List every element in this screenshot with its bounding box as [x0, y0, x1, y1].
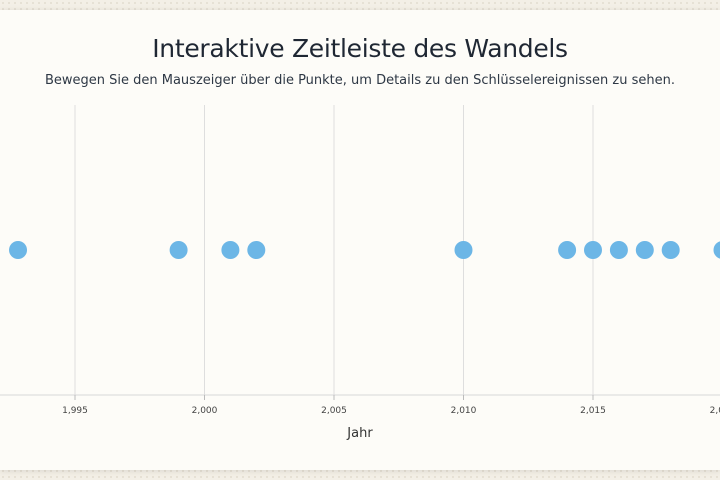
tick-label-2020: 2,020	[710, 406, 720, 416]
x-axis-ticks: 1,995 2,000 2,005 2,010 2,015 2,020	[62, 395, 720, 416]
event-point-2001[interactable]	[221, 241, 240, 259]
tick-label-1995: 1,995	[62, 406, 88, 416]
chart-subtitle: Bewegen Sie den Mauszeiger über die Punk…	[44, 73, 676, 88]
event-point-2018[interactable]	[661, 241, 680, 259]
tick-label-2000: 2,000	[192, 406, 218, 416]
event-point-2020[interactable]	[713, 241, 720, 259]
x-axis-title: Jahr	[346, 426, 373, 441]
event-point-2010[interactable]	[454, 241, 473, 259]
event-point-2014[interactable]	[558, 241, 577, 259]
event-point-1999[interactable]	[169, 241, 188, 259]
event-point-2002[interactable]	[247, 241, 266, 259]
tick-label-2005: 2,005	[321, 406, 347, 416]
chart-card: Interaktive Zeitleiste des Wandels Beweg…	[0, 10, 720, 470]
chart-title: Interaktive Zeitleiste des Wandels	[152, 34, 568, 63]
event-point-2015[interactable]	[584, 241, 602, 259]
event-point-2017[interactable]	[635, 241, 654, 259]
tick-label-2010: 2,010	[451, 406, 477, 416]
event-point-2016[interactable]	[609, 241, 628, 259]
event-points	[9, 241, 720, 259]
event-point-1992.8[interactable]	[9, 241, 28, 259]
timeline-chart: 1,995 2,000 2,005 2,010 2,015 2,020 Jahr	[0, 105, 720, 441]
tick-label-2015: 2,015	[580, 406, 606, 416]
